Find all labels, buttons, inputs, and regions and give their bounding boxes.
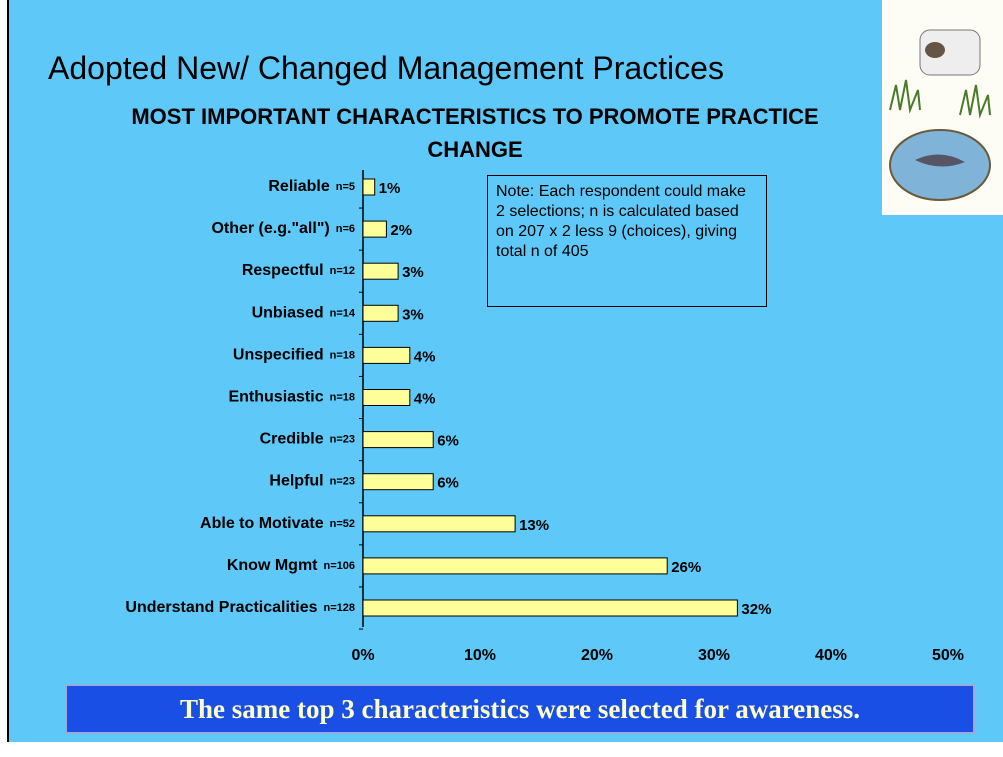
category-name: Credible — [260, 431, 324, 448]
note: Note: Each respondent could make 2 selec… — [487, 175, 767, 307]
y-tick-label: Enthusiastic n=18 — [228, 389, 355, 406]
category-name: Helpful — [269, 473, 323, 490]
n-label: n=14 — [330, 307, 356, 319]
bar — [363, 263, 398, 279]
n-label: n=12 — [330, 265, 355, 277]
footer-banner: The same top 3 characteristics were sele… — [65, 684, 975, 734]
slide-title: Adopted New/ Changed Management Practice… — [48, 50, 724, 87]
n-label: n=52 — [330, 518, 355, 530]
category-name: Enthusiastic — [228, 389, 323, 406]
category-name: Unbiased — [252, 305, 324, 322]
value-label: 4% — [414, 390, 436, 407]
bar — [363, 179, 375, 195]
n-label: n=18 — [330, 349, 355, 361]
n-label: n=23 — [330, 434, 355, 446]
y-tick-label: Reliable n=5 — [268, 178, 355, 195]
y-tick-label: Respectful n=12 — [242, 262, 355, 279]
n-label: n=128 — [324, 602, 356, 614]
x-tick-label: 20% — [581, 647, 613, 664]
value-label: 4% — [414, 348, 436, 365]
value-label: 3% — [402, 306, 424, 323]
bar — [363, 347, 410, 363]
n-label: n=6 — [336, 223, 355, 235]
value-label: 32% — [741, 601, 771, 618]
value-label: 1% — [379, 180, 401, 197]
n-label: n=5 — [336, 181, 355, 193]
bar — [363, 516, 515, 532]
y-tick-label: Credible n=23 — [260, 431, 355, 448]
bar — [363, 558, 667, 574]
category-name: Reliable — [268, 178, 329, 195]
category-name: Understand Practicalities — [125, 599, 317, 616]
x-tick-label: 50% — [932, 647, 964, 664]
bar — [363, 305, 398, 321]
category-name: Able to Motivate — [200, 515, 324, 532]
bar — [363, 474, 433, 490]
category-name: Respectful — [242, 262, 324, 279]
x-tick-label: 0% — [351, 647, 374, 664]
page: 0% 10% 20% 30% 40% 50% Reliable n=5 1% Other (e.g… — [0, 0, 1003, 757]
y-tick-label: Unbiased n=14 — [252, 305, 356, 322]
category-name: Know Mgmt — [227, 557, 318, 574]
n-label: n=106 — [324, 560, 356, 572]
value-label: 2% — [390, 222, 412, 239]
category-name: Unspecified — [233, 347, 324, 364]
x-tick-label: 10% — [464, 647, 496, 664]
chart-title: MOST IMPORTANT CHARACTERISTICS TO PROMOT… — [90, 100, 860, 166]
bar — [363, 432, 433, 448]
bar — [363, 600, 737, 616]
n-label: n=18 — [330, 391, 355, 403]
n-label: n=23 — [330, 476, 355, 488]
illustration — [882, 0, 1003, 215]
bar — [363, 221, 386, 237]
x-tick-label: 40% — [815, 647, 847, 664]
y-tick-label: Helpful n=23 — [269, 473, 355, 490]
value-label: 3% — [402, 264, 424, 281]
value-label: 6% — [437, 433, 459, 450]
y-tick-label: Able to Motivate n=52 — [200, 515, 355, 532]
x-tick-label: 30% — [698, 647, 730, 664]
value-label: 13% — [519, 517, 549, 534]
value-label: 6% — [437, 475, 459, 492]
value-label: 26% — [671, 559, 701, 576]
bar — [363, 390, 410, 406]
y-tick-label: Know Mgmt n=106 — [227, 557, 355, 574]
category-name: Other (e.g."all") — [211, 220, 329, 237]
y-tick-label: Unspecified n=18 — [233, 347, 355, 364]
